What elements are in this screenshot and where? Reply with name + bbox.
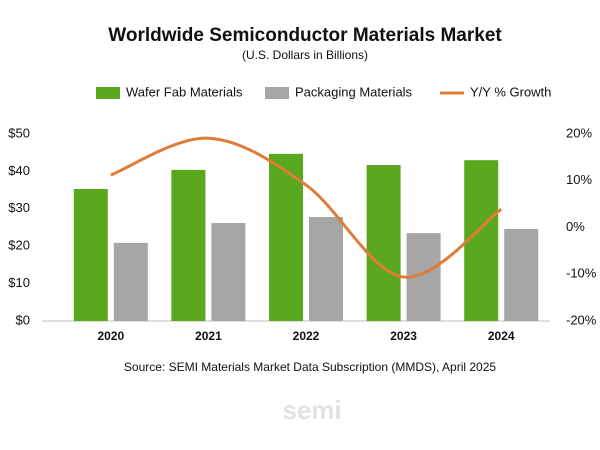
bar: [309, 217, 343, 321]
y-tick-label: $40: [8, 163, 30, 178]
growth-line: [110, 136, 503, 279]
y2-tick-label: 10%: [566, 172, 592, 187]
y-tick-label: $30: [8, 200, 30, 215]
y2-tick-label: -20%: [566, 312, 597, 327]
x-tick-label: 2020: [97, 329, 124, 343]
legend-label: Wafer Fab Materials: [126, 84, 243, 99]
y-tick-label: $20: [8, 238, 30, 253]
chart-title: Worldwide Semiconductor Materials Market: [108, 25, 502, 46]
x-tick-label: 2023: [390, 329, 417, 343]
bar: [113, 242, 148, 321]
legend-label: Packaging Materials: [295, 84, 413, 99]
bar: [211, 223, 246, 321]
y-tick-label: $10: [8, 275, 30, 290]
x-tick-label: 2024: [488, 329, 515, 343]
bar: [171, 169, 206, 321]
logo: semi: [282, 395, 341, 425]
x-tick-label: 2021: [195, 329, 222, 343]
bar: [504, 228, 539, 321]
x-tick-label: 2022: [293, 329, 320, 343]
bar: [73, 188, 108, 321]
y-tick-label: $50: [8, 125, 30, 140]
bar: [366, 165, 401, 321]
chart-subtitle: (U.S. Dollars in Billions): [242, 48, 368, 62]
bar: [464, 160, 499, 321]
y-tick-label: $0: [16, 312, 30, 327]
legend-swatch: [265, 87, 289, 99]
y2-tick-label: -10%: [566, 266, 597, 281]
y2-tick-label: 20%: [566, 125, 592, 140]
legend-label: Y/Y % Growth: [470, 84, 551, 99]
source-note: Source: SEMI Materials Market Data Subsc…: [124, 360, 496, 374]
y2-tick-label: 0%: [566, 219, 585, 234]
bar: [269, 153, 303, 321]
legend-swatch: [96, 87, 120, 99]
